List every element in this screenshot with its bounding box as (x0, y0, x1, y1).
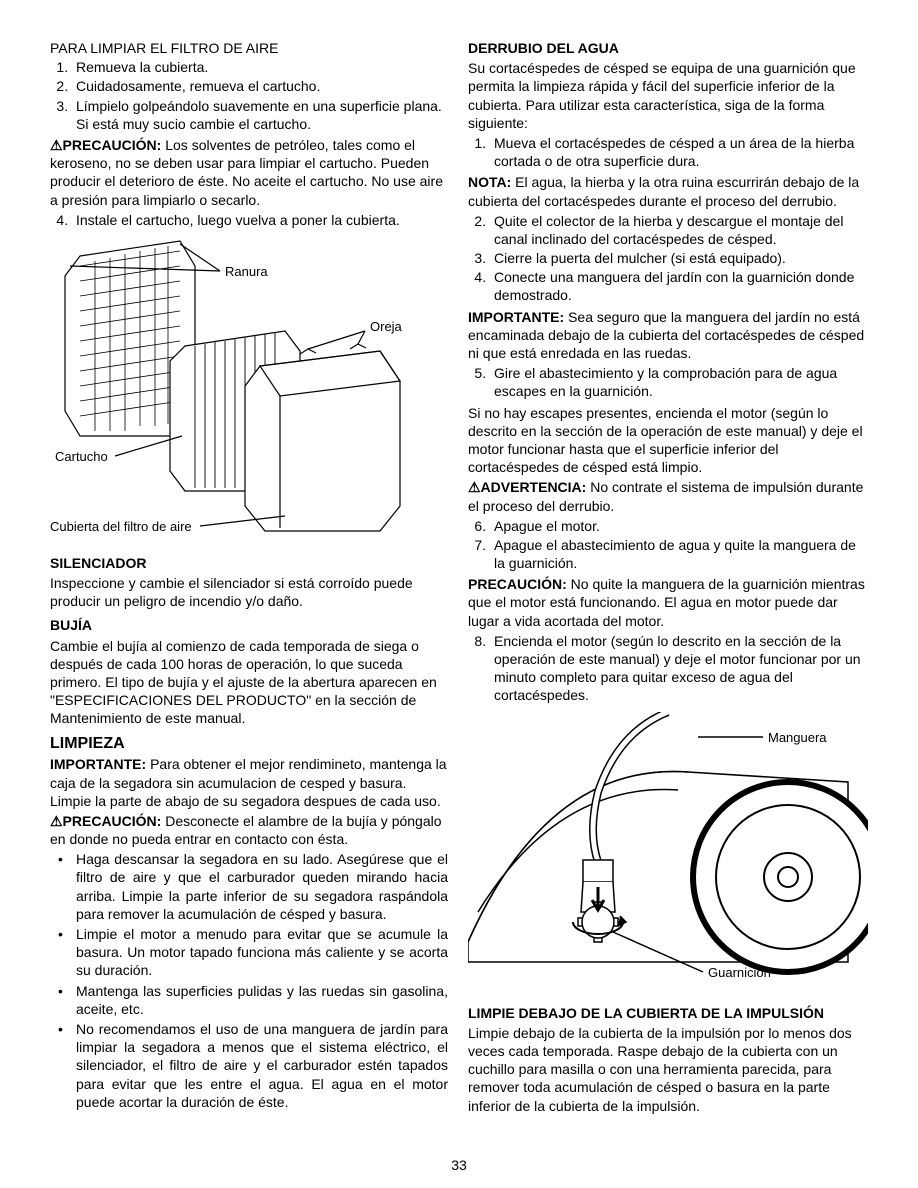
steps-list-continue: Quite el colector de la hierba y descarg… (468, 212, 868, 306)
list-item: Límpielo golpeándolo suavemente en una s… (72, 97, 448, 133)
svg-text:Cubierta del filtro de aire: Cubierta del filtro de aire (50, 519, 192, 534)
steps-list: Mueva el cortacéspedes de césped a un ár… (468, 134, 868, 171)
section-heading: DERRUBIO DEL AGUA (468, 39, 868, 57)
svg-text:Manguera: Manguera (768, 730, 827, 745)
list-item: Limpie el motor a menudo para evitar que… (68, 925, 448, 980)
steps-list-continue: Instale el cartucho, luego vuelva a pone… (50, 211, 448, 230)
svg-text:Oreja: Oreja (370, 319, 403, 334)
steps-list: Remueva la cubierta. Cuidadosamente, rem… (50, 58, 448, 134)
svg-text:Cartucho: Cartucho (55, 449, 108, 464)
svg-text:Guarnición: Guarnición (708, 965, 771, 980)
section-heading: LIMPIE DEBAJO DE LA CUBIERTA DE LA IMPUL… (468, 1004, 868, 1022)
list-item: Mueva el cortacéspedes de césped a un ár… (490, 134, 868, 170)
page-number: 33 (451, 1156, 467, 1174)
caution-paragraph: ⚠PRECAUCIÓN: Desconecte el alambre de la… (50, 812, 448, 848)
svg-text:Ranura: Ranura (225, 264, 268, 279)
washout-diagram: Manguera Guarnición (468, 712, 868, 992)
caution-label: PRECAUCIÓN: (468, 576, 567, 592)
list-item: Encienda el motor (según lo descrito en … (490, 632, 868, 705)
steps-list-continue: Gire el abastecimiento y la comprobación… (468, 364, 868, 401)
steps-list-continue: Encienda el motor (según lo descrito en … (468, 632, 868, 706)
caution-paragraph: ⚠PRECAUCIÓN: Los solventes de petróleo, … (50, 136, 448, 209)
section-heading: LIMPIEZA (50, 734, 448, 755)
list-item: No recomendamos el uso de una manguera d… (68, 1020, 448, 1111)
steps-list-continue: Apague el motor. Apague el abastecimient… (468, 517, 868, 574)
list-item: Quite el colector de la hierba y descarg… (490, 212, 868, 248)
warning-paragraph: ⚠ADVERTENCIA: No contrate el sistema de … (468, 478, 868, 514)
right-column: DERRUBIO DEL AGUA Su cortacéspedes de cé… (468, 35, 868, 1168)
list-item: Instale el cartucho, luego vuelva a pone… (72, 211, 448, 229)
note-paragraph: NOTA: El agua, la hierba y la otra ruina… (468, 173, 868, 209)
body-text: Si no hay escapes presentes, encienda el… (468, 404, 868, 477)
important-paragraph: IMPORTANTE: Sea seguro que la manguera d… (468, 308, 868, 363)
list-item: Apague el abastecimiento de agua y quite… (490, 536, 868, 572)
list-item: Cuidadosamente, remueva el cartucho. (72, 77, 448, 95)
list-item: Remueva la cubierta. (72, 58, 448, 76)
diagram-svg: Manguera Guarnición (468, 712, 868, 992)
left-column: PARA LIMPIAR EL FILTRO DE AIRE Remueva l… (50, 35, 448, 1168)
section-heading: BUJÍA (50, 616, 448, 634)
body-text: Cambie el bujía al comienzo de cada temp… (50, 637, 448, 728)
body-text: Su cortacéspedes de césped se equipa de … (468, 59, 868, 132)
air-filter-diagram: Ranura Cartucho (50, 236, 448, 546)
section-heading: SILENCIADOR (50, 554, 448, 572)
manual-page: PARA LIMPIAR EL FILTRO DE AIRE Remueva l… (0, 0, 918, 1188)
important-label: IMPORTANTE: (50, 756, 146, 772)
list-item: Haga descansar la segadora en su lado. A… (68, 850, 448, 923)
important-label: IMPORTANTE: (468, 309, 564, 325)
bullet-list: Haga descansar la segadora en su lado. A… (50, 850, 448, 1113)
body-text: Inspeccione y cambie el silenciador si e… (50, 574, 448, 610)
warning-icon: ⚠PRECAUCIÓN: (50, 137, 161, 153)
list-item: Mantenga las superficies pulidas y las r… (68, 982, 448, 1018)
warning-icon: ⚠PRECAUCIÓN: (50, 813, 161, 829)
list-item: Conecte una manguera del jardín con la g… (490, 268, 868, 304)
important-paragraph: IMPORTANTE: Para obtener el mejor rendim… (50, 755, 448, 810)
caution-paragraph: PRECAUCIÓN: No quite la manguera de la g… (468, 575, 868, 630)
list-item: Cierre la puerta del mulcher (si está eq… (490, 249, 868, 267)
note-label: NOTA: (468, 174, 511, 190)
list-item: Gire el abastecimiento y la comprobación… (490, 364, 868, 400)
body-text: Limpie debajo de la cubierta de la impul… (468, 1024, 868, 1115)
warning-icon: ⚠ADVERTENCIA: (468, 479, 586, 495)
list-item: Apague el motor. (490, 517, 868, 535)
diagram-svg: Ranura Cartucho (50, 236, 410, 546)
section-heading: PARA LIMPIAR EL FILTRO DE AIRE (50, 39, 448, 57)
note-text: El agua, la hierba y la otra ruina escur… (468, 174, 859, 208)
